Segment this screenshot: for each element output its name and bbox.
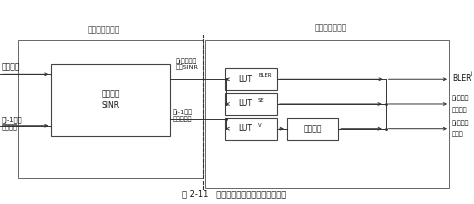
Text: SINR: SINR: [102, 101, 120, 110]
Text: SE: SE: [258, 98, 265, 103]
Text: LUT: LUT: [238, 124, 252, 133]
Text: 代的软比特: 代的软比特: [173, 116, 192, 122]
Bar: [18, 40, 203, 178]
Bar: [287, 118, 338, 140]
Text: 校正因子: 校正因子: [303, 124, 322, 133]
Text: 代的干扰: 代的干扰: [2, 123, 18, 130]
Text: 译码模块的模型: 译码模块的模型: [315, 24, 347, 33]
Text: V: V: [258, 123, 262, 128]
Bar: [226, 118, 277, 140]
Text: 检测模块的模型: 检测模块的模型: [88, 26, 120, 35]
Text: LUT: LUT: [238, 75, 252, 84]
Bar: [226, 68, 277, 90]
Text: 图 2-11   码块级干扰消除的链路抽象框图: 图 2-11 码块级干扰消除的链路抽象框图: [182, 189, 286, 198]
Text: 计算有效: 计算有效: [101, 90, 120, 99]
Bar: [226, 93, 277, 115]
Text: 第j-1次选: 第j-1次选: [2, 116, 22, 123]
Text: 第j次选代: 第j次选代: [452, 120, 469, 126]
Text: BLER: BLER: [258, 73, 272, 78]
Bar: [213, 48, 425, 176]
Text: j: j: [470, 71, 471, 76]
Text: 信道信息: 信道信息: [2, 62, 20, 71]
Text: LUT: LUT: [238, 100, 252, 109]
Text: 的软比特: 的软比特: [452, 107, 467, 113]
Text: 有效SINR: 有效SINR: [176, 65, 199, 70]
Bar: [205, 40, 449, 188]
Text: 第j次选代的: 第j次选代的: [176, 59, 197, 64]
Text: 的干扰: 的干扰: [452, 132, 464, 137]
Text: 第j次选代: 第j次选代: [452, 95, 469, 101]
Text: BLER: BLER: [452, 74, 472, 83]
Text: 第j-1次选: 第j-1次选: [173, 109, 193, 115]
Bar: [51, 64, 170, 136]
